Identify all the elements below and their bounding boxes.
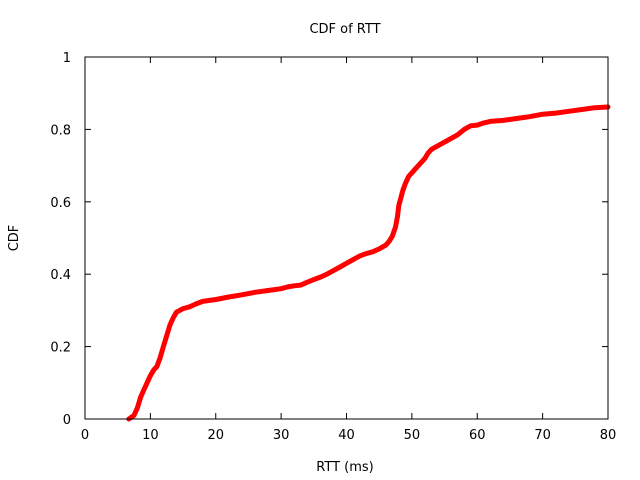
series-group bbox=[126, 104, 611, 422]
axis-ticks: 0 10 20 30 40 50 60 70 80 0 0.2 0.4 0.6 0.8 1 bbox=[50, 51, 616, 443]
x-tick-label: 0 bbox=[81, 428, 89, 443]
x-axis-label: RTT (ms) bbox=[316, 460, 373, 475]
x-tick-label: 80 bbox=[600, 428, 617, 443]
y-axis-label: CDF bbox=[7, 225, 22, 252]
x-tick-label: 60 bbox=[469, 428, 486, 443]
x-tick-label: 40 bbox=[338, 428, 355, 443]
y-tick-label: 0.8 bbox=[50, 123, 71, 138]
chart-title: CDF of RTT bbox=[309, 22, 380, 37]
x-tick-label: 70 bbox=[534, 428, 551, 443]
y-tick-label: 0 bbox=[63, 413, 71, 428]
y-tick-label: 1 bbox=[63, 51, 71, 66]
cdf-line bbox=[126, 104, 611, 422]
x-tick-label: 30 bbox=[273, 428, 290, 443]
y-tick-label: 0.2 bbox=[50, 341, 71, 356]
plot-frame bbox=[84, 56, 609, 420]
x-tick-label: 10 bbox=[142, 428, 159, 443]
x-tick-label: 20 bbox=[207, 428, 224, 443]
y-tick-label: 0.4 bbox=[50, 268, 71, 283]
y-tick-label: 0.6 bbox=[50, 196, 71, 211]
x-tick-label: 50 bbox=[404, 428, 421, 443]
